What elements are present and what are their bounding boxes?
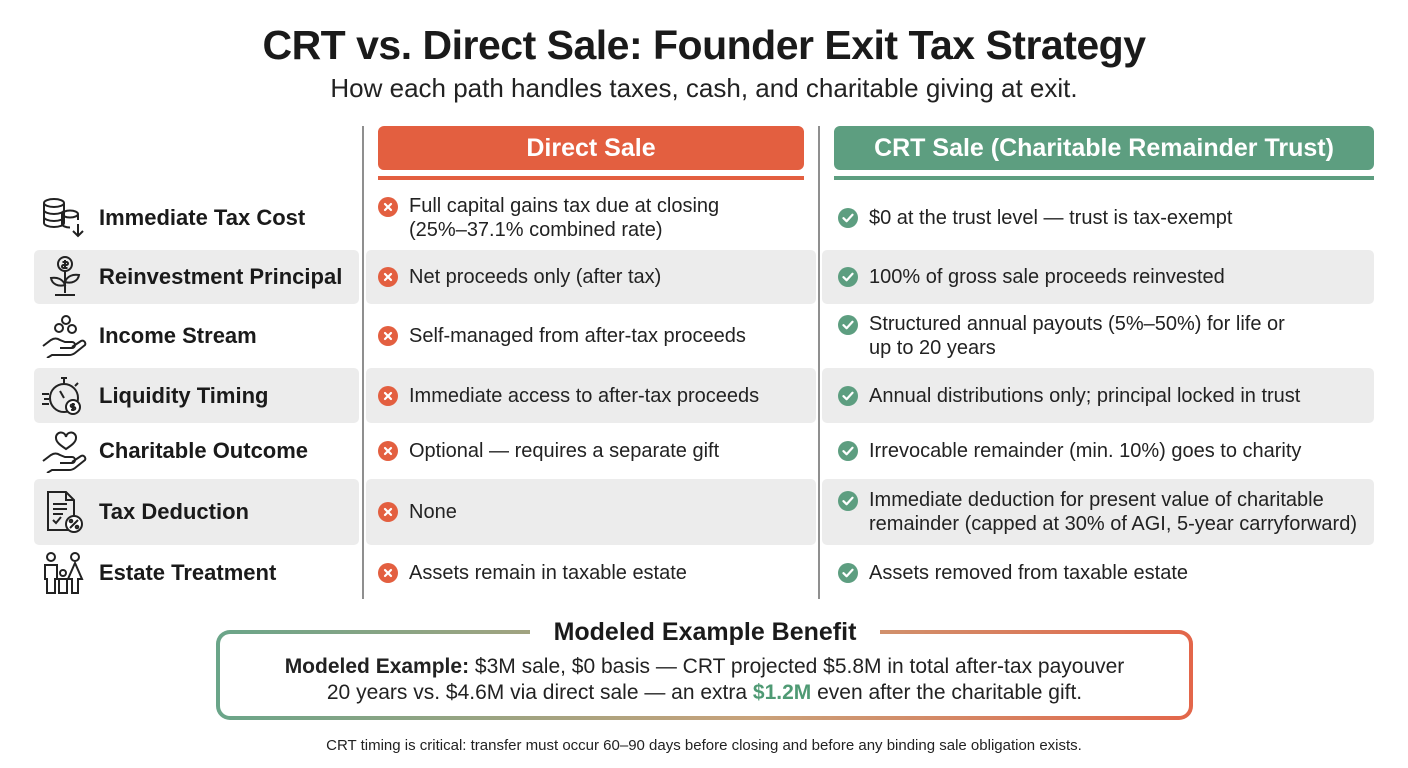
row-band (366, 479, 816, 545)
comparison-row: Liquidity Timing Immediate access to aft… (0, 368, 1408, 423)
check-circle-icon (838, 267, 858, 287)
direct-cell-text: Net proceeds only (after tax) (409, 266, 662, 288)
crt-sale-header: CRT Sale (Charitable Remainder Trust) (834, 126, 1374, 170)
crt-cell: Assets removed from taxable estate (838, 561, 1374, 585)
comparison-row: Immediate Tax Cost Full capital gains ta… (0, 190, 1408, 246)
column-divider-left (362, 126, 364, 599)
crt-cell-text: Structured annual payouts (5%–50%) for l… (869, 313, 1285, 359)
row-band (822, 368, 1374, 423)
direct-cell: Self-managed from after-tax proceeds (378, 324, 808, 348)
direct-cell: Assets remain in taxable estate (378, 561, 808, 585)
check-circle-icon (838, 563, 858, 583)
benefit-line-1-text: $3M sale, $0 basis — CRT projected $5.8M… (469, 655, 1125, 678)
row-band (822, 250, 1374, 304)
direct-cell-text: Immediate access to after-tax proceeds (409, 384, 760, 407)
benefit-line-1: Modeled Example: $3M sale, $0 basis — CR… (216, 655, 1193, 679)
benefit-title: Modeled Example Benefit (530, 615, 880, 649)
row-label: Reinvestment Principal (99, 264, 343, 289)
benefit-lead: Modeled Example: (284, 655, 470, 678)
direct-cell-text: Assets remain in taxable estate (409, 562, 687, 584)
x-circle-icon (378, 326, 398, 346)
crt-cell: $0 at the trust level — trust is tax-exe… (838, 206, 1374, 230)
tax-document-icon (47, 491, 83, 533)
crt-sale-underline (834, 176, 1374, 180)
comparison-row: Reinvestment Principal Net proceeds only… (0, 250, 1408, 304)
check-circle-icon (838, 208, 858, 228)
x-circle-icon (378, 563, 398, 583)
crt-cell: Annual distributions only; principal loc… (838, 384, 1374, 408)
row-label: Tax Deduction (99, 499, 249, 524)
row-band (34, 479, 359, 545)
coins-down-icon (43, 198, 84, 238)
x-circle-icon (378, 441, 398, 461)
check-circle-icon (838, 315, 858, 335)
row-band (34, 368, 359, 423)
row-label: Liquidity Timing (99, 382, 269, 408)
footnote: CRT timing is critical: transfer must oc… (326, 737, 1082, 754)
row-label: Immediate Tax Cost (99, 205, 306, 230)
money-plant-icon (49, 256, 81, 296)
direct-sale-underline (378, 176, 804, 180)
hand-coins-icon (42, 315, 87, 358)
crt-cell-text: Annual distributions only; principal loc… (869, 384, 1301, 407)
row-label: Estate Treatment (99, 560, 277, 585)
crt-cell: Irrevocable remainder (min. 10%) goes to… (838, 439, 1374, 463)
row-band (366, 368, 816, 423)
crt-cell-text: Assets removed from taxable estate (869, 562, 1189, 584)
row-band (366, 250, 816, 304)
direct-cell-text: Optional — requires a separate gift (409, 440, 720, 462)
column-divider-right (818, 126, 820, 599)
page-title: CRT vs. Direct Sale: Founder Exit Tax St… (262, 22, 1146, 68)
row-band (34, 250, 359, 304)
row-band (822, 479, 1374, 545)
benefit-line-2-text-b: even after the charitable gift. (811, 681, 1083, 704)
direct-cell-text: Full capital gains tax due at closing (2… (409, 195, 720, 241)
crt-cell: Structured annual payouts (5%–50%) for l… (838, 312, 1374, 360)
check-circle-icon (838, 491, 858, 511)
benefit-line-2: 20 years vs. $4.6M via direct sale — an … (216, 681, 1193, 705)
check-circle-icon (838, 441, 858, 461)
comparison-row: Tax Deduction None Immediate deduction f… (0, 479, 1408, 545)
crt-cell-text: $0 at the trust level — trust is tax-exe… (869, 207, 1233, 229)
direct-cell: Net proceeds only (after tax) (378, 265, 808, 289)
family-icon (44, 552, 84, 594)
x-circle-icon (378, 502, 398, 522)
direct-cell: Optional — requires a separate gift (378, 439, 808, 463)
crt-cell: 100% of gross sale proceeds reinvested (838, 265, 1374, 289)
comparison-row: Estate Treatment Assets remain in taxabl… (0, 549, 1408, 597)
check-circle-icon (838, 385, 858, 406)
x-circle-icon (378, 197, 398, 217)
benefit-highlight: $1.2M (752, 681, 812, 704)
crt-cell-text: Immediate deduction for present value of… (869, 489, 1357, 535)
direct-cell-text: Self-managed from after-tax proceeds (409, 325, 746, 347)
direct-cell: Full capital gains tax due at closing (2… (378, 194, 808, 242)
direct-cell-text: None (409, 501, 457, 523)
page-subtitle: How each path handles taxes, cash, and c… (330, 73, 1078, 103)
hand-heart-icon (42, 431, 87, 473)
benefit-line-2-text-a: 20 years vs. $4.6M via direct sale — an … (326, 681, 753, 704)
stopwatch-dollar-icon (42, 376, 81, 415)
direct-sale-header: Direct Sale (378, 126, 804, 170)
row-label: Income Stream (99, 323, 257, 348)
direct-cell: Immediate access to after-tax proceeds (378, 384, 808, 408)
crt-cell-text: Irrevocable remainder (min. 10%) goes to… (869, 440, 1302, 462)
comparison-row: Income Stream Self-managed from after-ta… (0, 308, 1408, 364)
x-circle-icon (378, 267, 398, 287)
x-circle-icon (378, 385, 398, 406)
direct-cell: None (378, 500, 808, 524)
row-label: Charitable Outcome (99, 438, 309, 463)
comparison-row: Charitable Outcome Optional — requires a… (0, 427, 1408, 475)
crt-cell-text: 100% of gross sale proceeds reinvested (869, 266, 1225, 288)
crt-cell: Immediate deduction for present value of… (838, 488, 1374, 536)
